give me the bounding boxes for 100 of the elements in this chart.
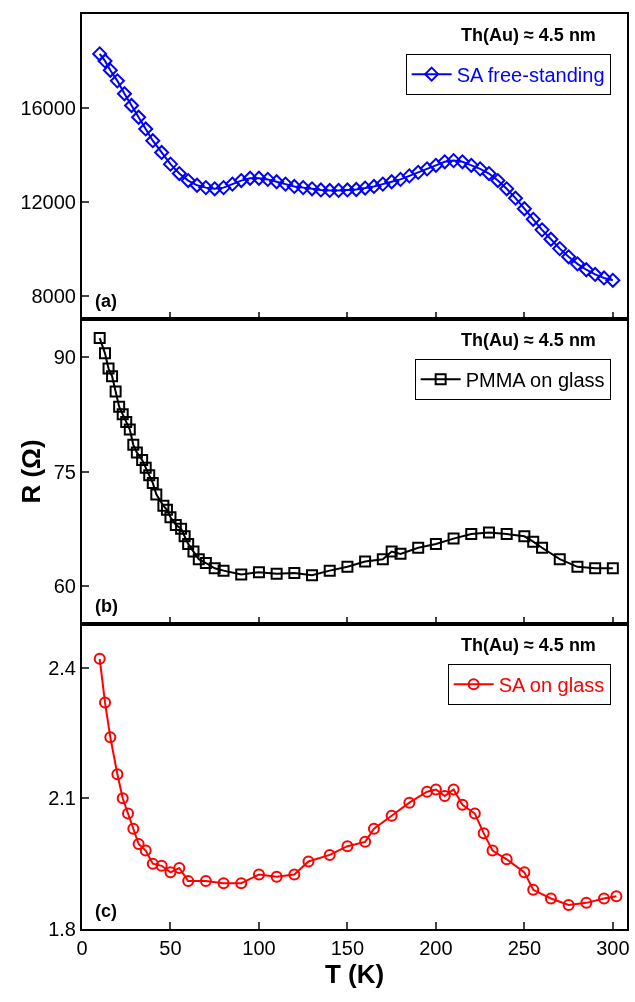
point bbox=[288, 566, 301, 579]
y-tick-label: 2.1 bbox=[48, 787, 76, 810]
point bbox=[302, 855, 315, 868]
point bbox=[235, 877, 248, 890]
point bbox=[164, 511, 177, 524]
x-tick-label: 250 bbox=[507, 937, 542, 959]
point bbox=[136, 454, 149, 467]
annotation: (a) bbox=[95, 291, 117, 311]
point bbox=[208, 562, 221, 575]
point bbox=[157, 499, 170, 512]
point bbox=[500, 853, 513, 866]
point bbox=[468, 807, 481, 820]
point bbox=[192, 553, 205, 566]
point bbox=[456, 798, 469, 811]
point bbox=[143, 469, 156, 482]
point bbox=[93, 652, 106, 665]
point bbox=[217, 564, 230, 577]
point bbox=[598, 892, 610, 905]
point bbox=[412, 541, 425, 554]
point bbox=[164, 866, 177, 879]
x-tick-label: 200 bbox=[419, 937, 453, 959]
point bbox=[518, 866, 531, 879]
point bbox=[217, 877, 230, 890]
point bbox=[438, 790, 451, 803]
point bbox=[606, 562, 619, 575]
point bbox=[385, 545, 398, 558]
point bbox=[544, 892, 557, 905]
annotation: (c) bbox=[95, 901, 117, 921]
point bbox=[589, 562, 602, 575]
point bbox=[500, 528, 513, 541]
point bbox=[127, 822, 140, 835]
y-tick-label: 90 bbox=[53, 346, 76, 369]
point bbox=[146, 857, 159, 870]
point bbox=[139, 461, 152, 474]
point bbox=[527, 883, 540, 896]
point bbox=[116, 408, 129, 421]
point bbox=[359, 835, 372, 848]
point bbox=[359, 555, 372, 568]
annotation: (b) bbox=[95, 596, 118, 616]
point bbox=[123, 423, 136, 436]
point bbox=[178, 530, 191, 543]
point bbox=[536, 541, 549, 554]
annotation: Th(Au) ≈ 4.5 nm bbox=[461, 25, 596, 45]
x-tick-label: 300 bbox=[596, 937, 630, 959]
point bbox=[182, 537, 195, 550]
point bbox=[376, 553, 389, 566]
point bbox=[104, 731, 117, 744]
point bbox=[102, 362, 115, 375]
point bbox=[182, 875, 195, 888]
point bbox=[580, 896, 593, 909]
point bbox=[270, 870, 283, 883]
point bbox=[106, 370, 119, 383]
y-tick-label: 2.4 bbox=[48, 656, 76, 679]
point bbox=[306, 569, 319, 582]
point bbox=[199, 875, 212, 888]
point bbox=[571, 560, 584, 573]
point bbox=[252, 868, 265, 881]
point bbox=[429, 537, 442, 550]
point bbox=[610, 890, 623, 903]
point bbox=[139, 844, 152, 857]
point bbox=[385, 809, 398, 822]
point bbox=[562, 899, 575, 912]
y-axis-title: R (Ω) bbox=[15, 439, 46, 504]
legend-label: SA free-standing bbox=[456, 63, 605, 86]
point bbox=[252, 566, 265, 579]
point bbox=[99, 347, 111, 360]
x-tick-label: 100 bbox=[242, 937, 276, 959]
y-tick-label: 1.8 bbox=[48, 918, 76, 940]
point bbox=[127, 438, 140, 451]
point bbox=[323, 848, 336, 861]
point bbox=[132, 838, 145, 851]
y-tick-label: 60 bbox=[53, 574, 76, 597]
point bbox=[111, 768, 124, 781]
point bbox=[403, 796, 416, 809]
y-tick-label: 12000 bbox=[20, 190, 76, 213]
point bbox=[169, 518, 182, 531]
point bbox=[160, 503, 173, 516]
point bbox=[465, 528, 478, 541]
point bbox=[187, 545, 200, 558]
annotation: Th(Au) ≈ 4.5 nm bbox=[461, 635, 596, 655]
x-tick-label: 50 bbox=[159, 937, 182, 959]
point bbox=[116, 792, 129, 805]
point bbox=[486, 844, 499, 857]
point bbox=[130, 446, 143, 459]
y-tick-label: 8000 bbox=[31, 284, 76, 307]
point bbox=[199, 557, 212, 569]
point bbox=[113, 400, 126, 413]
point bbox=[120, 415, 133, 428]
point bbox=[109, 385, 122, 398]
point bbox=[155, 859, 168, 872]
legend-label: PMMA on glass bbox=[465, 368, 605, 391]
point bbox=[447, 783, 460, 796]
point bbox=[122, 807, 135, 820]
x-tick-label: 150 bbox=[330, 937, 365, 959]
legend-label: SA on glass bbox=[498, 673, 605, 696]
x-axis-title: T (K) bbox=[324, 959, 385, 989]
point bbox=[235, 568, 248, 581]
point bbox=[518, 530, 531, 543]
point bbox=[477, 827, 490, 840]
y-tick-label: 75 bbox=[53, 460, 76, 483]
